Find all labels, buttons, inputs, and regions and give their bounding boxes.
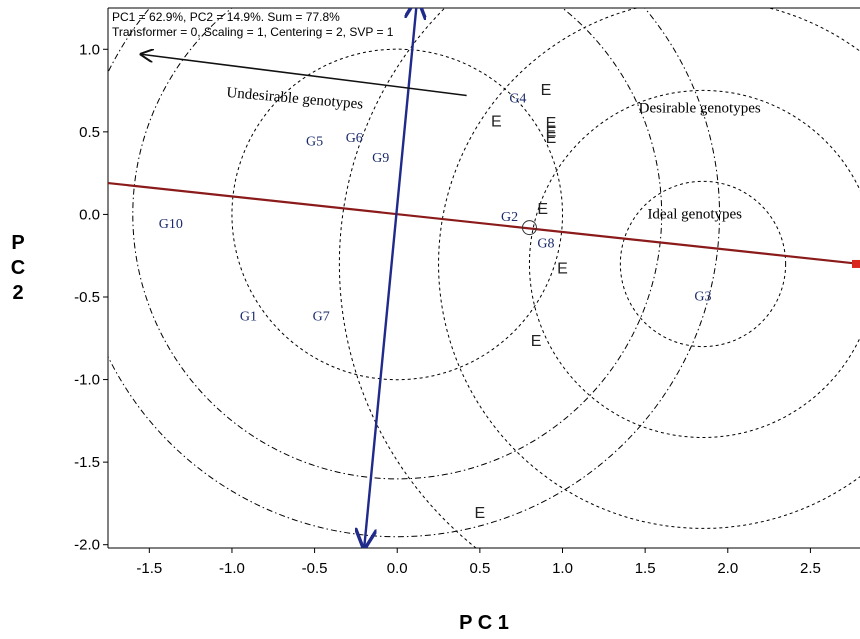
x-tick-label: 0.5 bbox=[469, 560, 490, 577]
y-axis-title-letter-3: 2 bbox=[12, 282, 23, 304]
genotype-label: G8 bbox=[537, 237, 554, 252]
y-axis-ticks: 1.0 0.5 0.0 -0.5 -1.0 -1.5 -2.0 bbox=[74, 41, 108, 554]
info-line-1: PC1 = 62.9%, PC2 = 14.9%. Sum = 77.8% bbox=[112, 10, 340, 24]
y-tick-label: 0.5 bbox=[79, 124, 100, 141]
environment-label: E bbox=[531, 333, 542, 350]
concentric-circles bbox=[108, 8, 860, 548]
origin-circle-3 bbox=[108, 8, 720, 538]
region-label: Ideal genotypes bbox=[647, 206, 742, 222]
x-tick-label: 2.0 bbox=[717, 560, 738, 577]
environment-label: E bbox=[546, 115, 557, 132]
genotype-label: G10 bbox=[159, 217, 183, 232]
environment-label: E bbox=[475, 505, 486, 522]
x-tick-label: 2.5 bbox=[800, 560, 821, 577]
y-tick-label: -1.0 bbox=[74, 372, 100, 389]
genotype-label: G3 bbox=[694, 289, 711, 304]
ideal-circle-1 bbox=[619, 180, 787, 348]
undesirable-arrow bbox=[141, 54, 467, 97]
environment-label: E bbox=[546, 123, 557, 140]
x-tick-label: 1.5 bbox=[635, 560, 656, 577]
ideal-circle-2 bbox=[529, 89, 860, 438]
x-axis-ticks: -1.5 -1.0 -0.5 0.0 0.5 1.0 1.5 2.0 2.5 bbox=[136, 548, 821, 577]
x-tick-label: -1.0 bbox=[219, 560, 245, 577]
origin-circle-2 bbox=[132, 8, 663, 480]
y-tick-label: -1.5 bbox=[74, 454, 100, 471]
y-tick-label: -2.0 bbox=[74, 537, 100, 554]
y-axis-title-letter-1: P bbox=[11, 232, 24, 254]
genotype-label: G6 bbox=[346, 131, 363, 146]
genotype-label: G1 bbox=[240, 309, 257, 324]
genotype-label: G7 bbox=[313, 309, 330, 324]
y-axis-title-letter-2: C bbox=[11, 257, 25, 279]
y-tick-label: 0.0 bbox=[79, 206, 100, 223]
x-tick-label: 0.0 bbox=[387, 560, 408, 577]
axis-lines bbox=[108, 8, 860, 548]
genotype-label: G4 bbox=[509, 91, 526, 106]
x-axis-title: P C 1 bbox=[459, 612, 509, 634]
x-tick-label: -1.5 bbox=[136, 560, 162, 577]
average-environment-point bbox=[521, 220, 537, 236]
environment-label: E bbox=[541, 82, 552, 99]
region-label: Desirable genotypes bbox=[639, 101, 761, 117]
environment-label: E bbox=[491, 113, 502, 130]
genotype-label: G2 bbox=[501, 210, 518, 225]
genotype-label: G5 bbox=[306, 134, 323, 149]
x-tick-label: 1.0 bbox=[552, 560, 573, 577]
environment-label: E bbox=[557, 260, 568, 277]
ideal-circle-4 bbox=[338, 8, 477, 548]
genotype-label: G9 bbox=[372, 151, 389, 166]
x-tick-label: -0.5 bbox=[302, 560, 328, 577]
axis-end-marker bbox=[852, 259, 860, 268]
region-label: Undesirable genotypes bbox=[226, 85, 364, 113]
ideal-circle-3 bbox=[438, 8, 860, 529]
y-tick-label: -0.5 bbox=[74, 289, 100, 306]
perpendicular-axis bbox=[364, 8, 417, 548]
environment-label: E bbox=[537, 201, 548, 218]
y-axis-title: P C 2 bbox=[11, 232, 25, 304]
environment-label: E bbox=[546, 130, 557, 147]
y-tick-label: 1.0 bbox=[79, 41, 100, 58]
average-environment-axis bbox=[108, 181, 860, 266]
info-line-2: Transformer = 0, Scaling = 1, Centering … bbox=[112, 25, 394, 39]
